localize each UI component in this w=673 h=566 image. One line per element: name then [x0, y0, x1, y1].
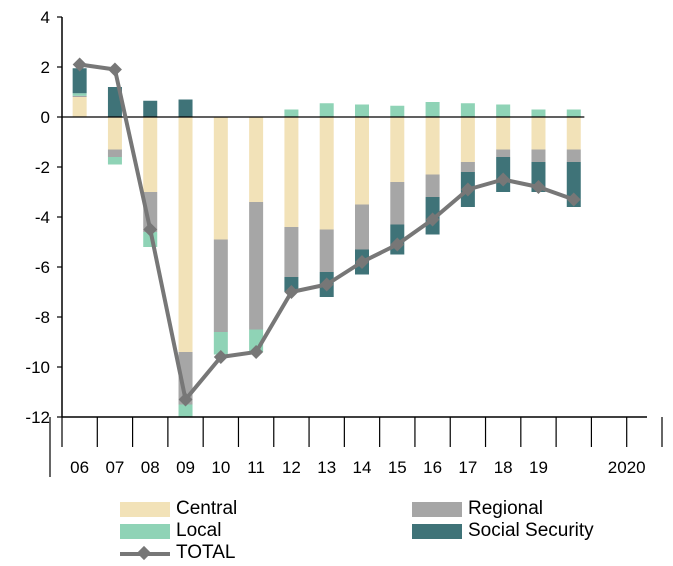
bar-regional	[425, 174, 440, 197]
bar-social-security	[566, 162, 581, 207]
bar-local	[178, 404, 193, 417]
bar-local	[566, 109, 581, 117]
x-tick-label: 12	[282, 458, 301, 477]
bar-local	[107, 157, 122, 165]
y-tick-label: -8	[35, 308, 50, 327]
y-tick-label: -2	[35, 158, 50, 177]
bar-local	[72, 93, 87, 96]
total-point	[566, 192, 581, 207]
x-tick-label: 16	[423, 458, 442, 477]
x-tick-label: 10	[211, 458, 230, 477]
bar-regional	[284, 227, 299, 277]
bar-central	[72, 97, 87, 117]
bar-regional	[355, 204, 369, 250]
bar-central	[496, 117, 511, 150]
total-point	[178, 392, 193, 407]
bar-regional	[566, 149, 581, 162]
bar-central	[213, 117, 228, 240]
bar-regional	[496, 149, 511, 157]
bar-local	[319, 103, 334, 117]
bar-central	[107, 117, 122, 150]
y-tick-label: 4	[41, 8, 50, 27]
bar-social-security	[143, 100, 158, 117]
bar-social-security	[284, 277, 299, 292]
y-tick-label: 0	[41, 108, 50, 127]
bar-central	[319, 117, 334, 230]
y-tick-label: -10	[25, 358, 50, 377]
bar-regional	[213, 239, 228, 332]
bar-regional	[72, 95, 87, 97]
bar-local	[284, 109, 299, 117]
y-tick-label: -4	[35, 208, 50, 227]
x-tick-label: 13	[317, 458, 336, 477]
y-tick-label: -12	[25, 408, 50, 427]
bar-regional	[319, 229, 334, 272]
x-tick-label: 08	[141, 458, 160, 477]
bar-central	[249, 117, 264, 202]
total-point	[249, 345, 264, 359]
bar-local	[425, 102, 440, 117]
bar-central	[566, 117, 581, 150]
bar-local	[460, 103, 475, 117]
bar-local	[390, 105, 405, 117]
y-tick-label: -6	[35, 258, 50, 277]
bar-social-security	[72, 68, 87, 94]
x-tick-label: 14	[353, 458, 372, 477]
bars-layer	[72, 68, 581, 417]
x-tick-label: 18	[494, 458, 513, 477]
bar-local	[496, 104, 511, 117]
total-point	[284, 285, 299, 299]
bar-central	[284, 117, 299, 227]
x-tick-label: 07	[105, 458, 124, 477]
total-point	[425, 212, 440, 227]
total-point	[355, 255, 369, 269]
bar-regional	[460, 162, 475, 172]
axes-layer: 4 2 0 -2 -4 -6 -8 -10 -12 06 07 08 09 10 11 12 13 14 15 16 1…	[25, 8, 663, 477]
x-tick-label: 17	[458, 458, 477, 477]
total-point	[496, 172, 511, 187]
bar-central	[178, 117, 193, 352]
total-point	[213, 350, 228, 364]
bar-central	[531, 117, 546, 150]
bar-central	[143, 117, 158, 192]
x-tick-label: 19	[529, 458, 548, 477]
bar-regional	[107, 149, 122, 157]
bar-local	[355, 104, 369, 117]
x-tick-label: 09	[176, 458, 195, 477]
total-point	[531, 180, 546, 194]
bar-central	[425, 117, 440, 175]
total-line-layer	[72, 57, 581, 407]
bar-local	[531, 109, 546, 117]
x-tick-label: 2020	[608, 458, 646, 477]
total-point	[107, 62, 122, 77]
bar-regional	[249, 202, 264, 330]
x-tick-label: 06	[70, 458, 89, 477]
bar-local	[213, 332, 228, 355]
bar-regional	[531, 149, 546, 162]
y-tick-label: 2	[41, 58, 50, 77]
bar-social-security	[178, 99, 193, 117]
total-point	[390, 237, 405, 252]
x-tick-label: 11	[247, 458, 265, 477]
x-tick-label: 15	[388, 458, 407, 477]
bar-central	[355, 117, 369, 205]
total-point	[72, 57, 87, 72]
total-point	[143, 222, 158, 237]
bar-central	[460, 117, 475, 162]
bar-regional	[390, 182, 405, 225]
total-point	[460, 182, 475, 197]
bar-central	[390, 117, 405, 182]
total-point	[319, 277, 334, 292]
